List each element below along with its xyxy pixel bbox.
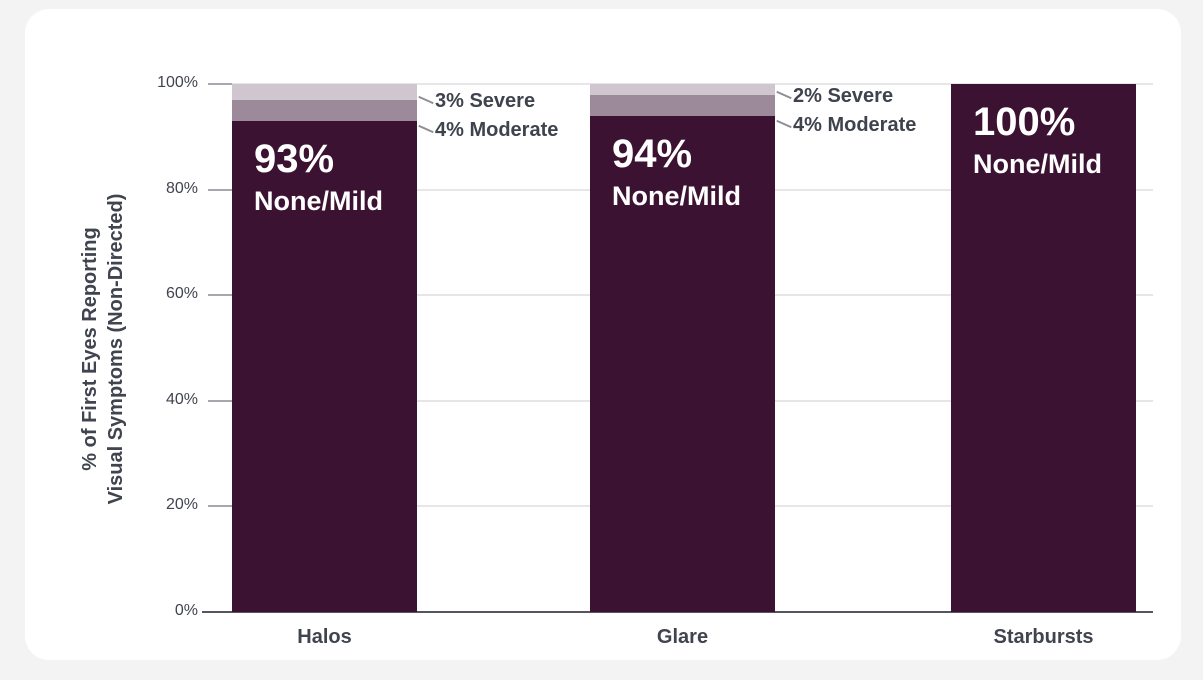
y-tick-label-80: 80% — [165, 179, 198, 197]
y-tick-mark-40 — [208, 399, 232, 402]
y-tick-mark-100 — [208, 83, 232, 85]
y-tick-label-0: 0% — [174, 602, 198, 619]
x-label-starbursts: Starbursts — [993, 626, 1094, 648]
bar-value-label-starbursts: 100% None/Mild — [973, 102, 1102, 178]
bar-percent-glare: 94% — [612, 131, 693, 176]
y-axis-title-line2: Visual Symptoms (Non-Directed) — [105, 193, 127, 505]
plot-area: 0% 20% 40% 60% 80% 100% 93% None/Mild Halos 3% Se… — [157, 74, 1153, 648]
leader-line-severe-glare — [776, 90, 792, 99]
bar-glare-segment-moderate — [590, 94, 775, 116]
callout-severe-halos: 3% Severe — [435, 89, 536, 112]
y-tick-mark-80 — [208, 188, 232, 191]
y-tick-mark-20 — [208, 505, 232, 508]
leader-line-moderate-glare — [776, 119, 792, 128]
bar-value-label-halos: 93% None/Mild — [254, 139, 383, 215]
callout-moderate-halos: 4% Moderate — [435, 118, 559, 141]
bar-halos-segment-none-mild — [232, 120, 417, 612]
y-tick-mark-60 — [208, 294, 232, 297]
bar-glare-segment-severe — [590, 84, 775, 95]
bar-starbursts-segment-none-mild — [951, 84, 1136, 612]
y-tick-label-20: 20% — [165, 496, 198, 514]
y-tick-label-60: 60% — [165, 285, 198, 303]
bar-percent-starbursts: 100% — [973, 100, 1076, 144]
x-label-halos: Halos — [297, 626, 352, 648]
bar-series-name-glare: None/Mild — [612, 180, 741, 211]
y-tick-label-100: 100% — [157, 74, 198, 91]
bar-halos-segment-moderate — [232, 99, 417, 121]
y-axis-title-line1: % of First Eyes Reporting — [79, 227, 101, 471]
bar-series-name-halos: None/Mild — [254, 185, 383, 216]
leader-line-severe-halos — [418, 95, 434, 104]
bar-value-label-glare: 94% None/Mild — [612, 134, 741, 210]
x-axis-line — [202, 611, 1153, 613]
callout-severe-glare: 2% Severe — [793, 84, 894, 107]
gridline-100 — [210, 83, 1153, 85]
bar-series-name-starbursts: None/Mild — [973, 149, 1102, 179]
y-axis-title: % of First Eyes Reporting Visual Symptom… — [77, 194, 129, 505]
leader-line-moderate-halos — [418, 124, 434, 134]
bar-halos-segment-severe — [232, 84, 417, 100]
bar-glare-segment-none-mild — [590, 115, 775, 612]
y-tick-label-40: 40% — [165, 390, 198, 408]
x-label-glare: Glare — [656, 626, 709, 648]
chart-card: % of First Eyes Reporting Visual Symptom… — [25, 9, 1181, 660]
bar-percent-halos: 93% — [254, 136, 335, 181]
callout-moderate-glare: 4% Moderate — [793, 113, 917, 136]
